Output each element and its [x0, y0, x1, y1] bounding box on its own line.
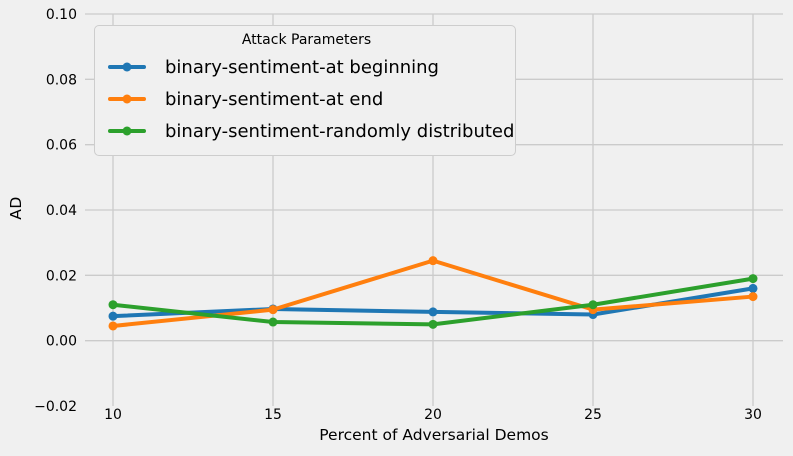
x-tick-label: 25	[584, 407, 602, 423]
data-point-marker	[108, 311, 118, 321]
y-tick-label: 0.06	[46, 138, 77, 154]
legend-line-sample	[104, 61, 150, 73]
y-tick-label: 0.08	[46, 72, 77, 88]
legend-line-sample	[104, 125, 150, 137]
data-point-marker	[268, 317, 278, 327]
legend-marker-icon	[122, 126, 132, 136]
y-axis-label: AD	[7, 196, 25, 220]
y-tick-label: 0.02	[46, 268, 77, 284]
data-point-marker	[108, 321, 118, 331]
legend-item: binary-sentiment-at beginning	[104, 51, 509, 83]
legend-item: binary-sentiment-at end	[104, 83, 509, 115]
legend-line-sample	[104, 93, 150, 105]
x-tick-label: 10	[104, 407, 122, 423]
data-point-marker	[428, 319, 438, 329]
x-tick-label: 20	[424, 407, 442, 423]
legend-item-label: binary-sentiment-at beginning	[165, 56, 439, 78]
legend-marker-icon	[122, 94, 132, 104]
y-tick-label: −0.02	[34, 399, 77, 415]
data-point-marker	[588, 300, 598, 310]
y-tick-label: 0.00	[46, 334, 77, 350]
legend-marker-icon	[122, 62, 132, 72]
data-point-marker	[108, 300, 118, 310]
legend-item: binary-sentiment-randomly distributed	[104, 115, 514, 147]
x-axis-label: Percent of Adversarial Demos	[319, 426, 549, 444]
legend-title: Attack Parameters	[241, 32, 372, 48]
data-point-marker	[268, 305, 278, 315]
x-tick-label: 30	[744, 407, 762, 423]
x-tick-label: 15	[264, 407, 282, 423]
data-point-marker	[428, 256, 438, 266]
legend-item-label: binary-sentiment-at end	[165, 88, 384, 110]
y-tick-label: 0.10	[46, 7, 77, 23]
y-tick-label: 0.04	[46, 203, 77, 219]
data-point-marker	[748, 292, 758, 302]
data-point-marker	[748, 283, 758, 293]
legend-item-label: binary-sentiment-randomly distributed	[165, 120, 515, 142]
data-point-marker	[748, 274, 758, 284]
data-point-marker	[428, 307, 438, 317]
legend: Attack Parameters binary-sentiment-at be…	[94, 25, 516, 156]
